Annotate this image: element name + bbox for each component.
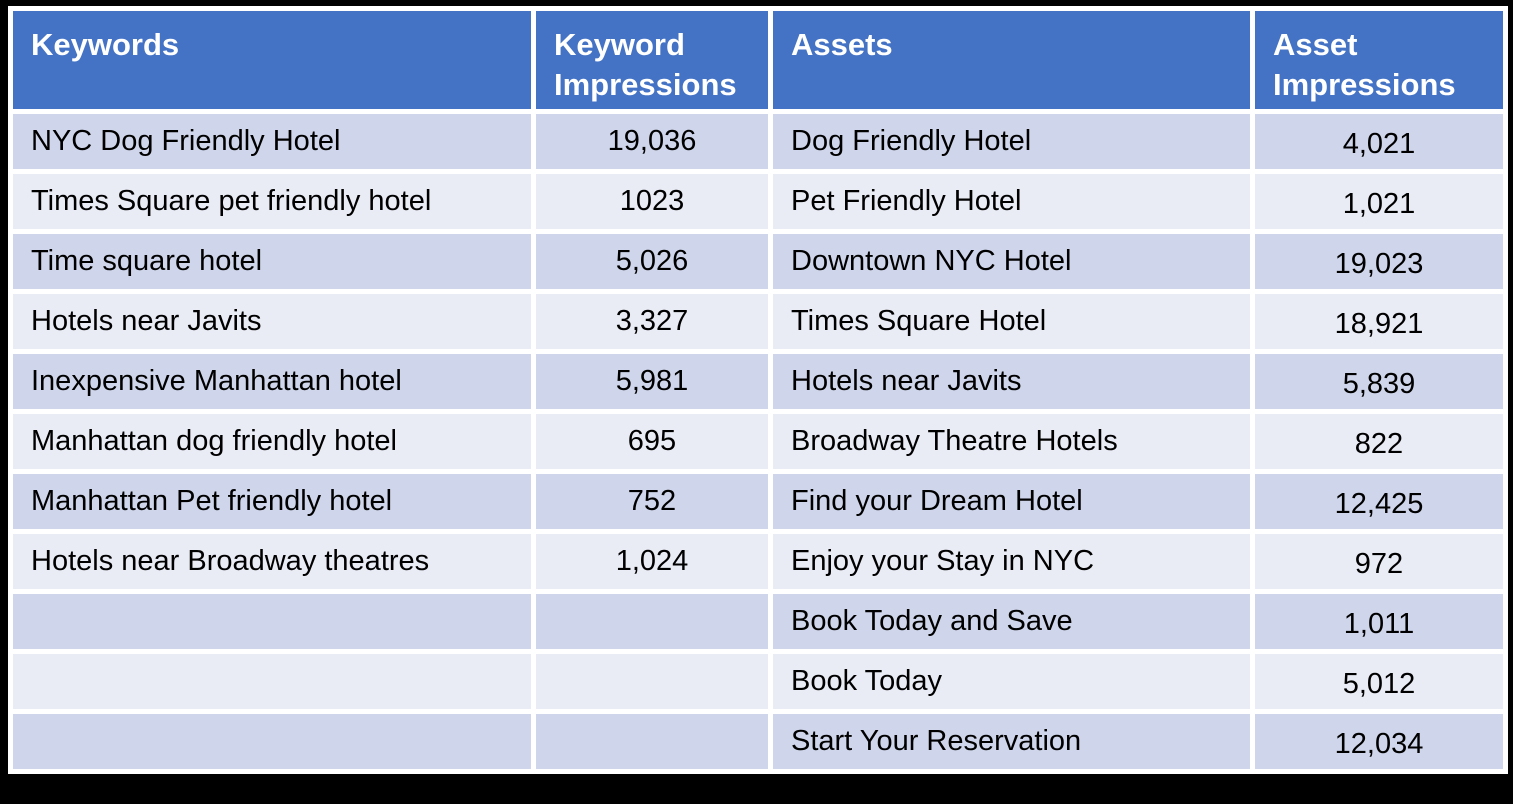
cell-asset: Pet Friendly Hotel	[773, 174, 1250, 229]
cell-asset: Start Your Reservation	[773, 714, 1250, 769]
cell-keyword-impressions: 695	[536, 414, 768, 469]
cell-keyword-impressions: 5,981	[536, 354, 768, 409]
cell-keyword: NYC Dog Friendly Hotel	[13, 114, 531, 169]
cell-keyword-impressions: 5,026	[536, 234, 768, 289]
cell-keyword-impressions: 3,327	[536, 294, 768, 349]
table-row: Manhattan Pet friendly hotel 752 Find yo…	[13, 474, 1503, 529]
table-header: Keywords Keyword Impressions Assets Asse…	[13, 11, 1503, 109]
cell-keyword: Time square hotel	[13, 234, 531, 289]
cell-keyword-impressions	[536, 654, 768, 709]
cell-asset-impressions: 18,921	[1255, 294, 1503, 349]
cell-asset-impressions: 12,034	[1255, 714, 1503, 769]
cell-keyword: Hotels near Broadway theatres	[13, 534, 531, 589]
cell-keyword	[13, 714, 531, 769]
cell-asset-impressions: 12,425	[1255, 474, 1503, 529]
cell-asset-impressions: 1,021	[1255, 174, 1503, 229]
keywords-assets-table-container: Keywords Keyword Impressions Assets Asse…	[8, 6, 1508, 774]
cell-asset: Book Today and Save	[773, 594, 1250, 649]
table-row: Inexpensive Manhattan hotel 5,981 Hotels…	[13, 354, 1503, 409]
table-row: Time square hotel 5,026 Downtown NYC Hot…	[13, 234, 1503, 289]
table-row: Book Today and Save 1,011	[13, 594, 1503, 649]
cell-asset-impressions: 4,021	[1255, 114, 1503, 169]
cell-asset-impressions: 1,011	[1255, 594, 1503, 649]
table-row: Times Square pet friendly hotel 1023 Pet…	[13, 174, 1503, 229]
cell-keyword: Inexpensive Manhattan hotel	[13, 354, 531, 409]
cell-keyword	[13, 654, 531, 709]
cell-keyword-impressions	[536, 594, 768, 649]
cell-asset: Find your Dream Hotel	[773, 474, 1250, 529]
table-body: NYC Dog Friendly Hotel 19,036 Dog Friend…	[13, 114, 1503, 769]
cell-asset-impressions: 972	[1255, 534, 1503, 589]
table-row: Manhattan dog friendly hotel 695 Broadwa…	[13, 414, 1503, 469]
col-header-keywords: Keywords	[13, 11, 531, 109]
cell-asset-impressions: 5,839	[1255, 354, 1503, 409]
keywords-assets-table: Keywords Keyword Impressions Assets Asse…	[8, 6, 1508, 774]
cell-asset-impressions: 19,023	[1255, 234, 1503, 289]
cell-keyword-impressions: 1,024	[536, 534, 768, 589]
cell-keyword: Manhattan Pet friendly hotel	[13, 474, 531, 529]
col-header-keyword-impressions: Keyword Impressions	[536, 11, 768, 109]
cell-asset-impressions: 822	[1255, 414, 1503, 469]
table-row: Start Your Reservation 12,034	[13, 714, 1503, 769]
cell-asset-impressions: 5,012	[1255, 654, 1503, 709]
cell-keyword-impressions	[536, 714, 768, 769]
col-header-assets: Assets	[773, 11, 1250, 109]
cell-keyword: Hotels near Javits	[13, 294, 531, 349]
cell-keyword-impressions: 1023	[536, 174, 768, 229]
table-row: Book Today 5,012	[13, 654, 1503, 709]
cell-asset: Dog Friendly Hotel	[773, 114, 1250, 169]
table-row: NYC Dog Friendly Hotel 19,036 Dog Friend…	[13, 114, 1503, 169]
cell-asset: Downtown NYC Hotel	[773, 234, 1250, 289]
cell-asset: Enjoy your Stay in NYC	[773, 534, 1250, 589]
cell-keyword-impressions: 752	[536, 474, 768, 529]
table-row: Hotels near Javits 3,327 Times Square Ho…	[13, 294, 1503, 349]
cell-asset: Hotels near Javits	[773, 354, 1250, 409]
header-row: Keywords Keyword Impressions Assets Asse…	[13, 11, 1503, 109]
cell-keyword: Times Square pet friendly hotel	[13, 174, 531, 229]
table-row: Hotels near Broadway theatres 1,024 Enjo…	[13, 534, 1503, 589]
cell-asset: Times Square Hotel	[773, 294, 1250, 349]
cell-keyword: Manhattan dog friendly hotel	[13, 414, 531, 469]
cell-keyword	[13, 594, 531, 649]
col-header-asset-impressions: Asset Impressions	[1255, 11, 1503, 109]
cell-asset: Broadway Theatre Hotels	[773, 414, 1250, 469]
cell-asset: Book Today	[773, 654, 1250, 709]
cell-keyword-impressions: 19,036	[536, 114, 768, 169]
